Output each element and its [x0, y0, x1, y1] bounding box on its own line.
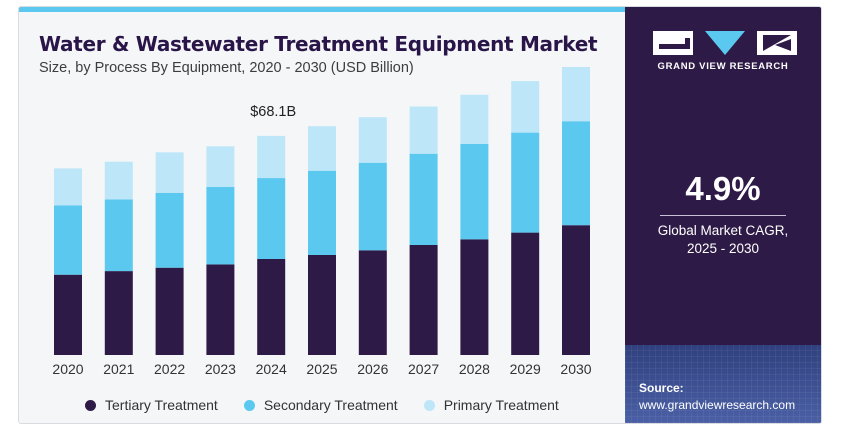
stacked-bar-chart: 2020 2021 2022 2023 2024 $68.1B 2025 2026 2027 20…: [52, 67, 592, 377]
source-label: Source:: [639, 381, 684, 395]
legend-label: Tertiary Treatment: [105, 397, 218, 413]
bar-tertiary-2020: [54, 274, 82, 355]
bar-primary-2020: [54, 168, 82, 206]
bar-secondary-2024: [257, 178, 286, 259]
bar-tertiary-2023: [206, 264, 235, 355]
cagr-label-line1: Global Market CAGR,: [657, 223, 789, 238]
bar-secondary-2026: [358, 162, 387, 251]
legend-label: Primary Treatment: [443, 397, 559, 413]
bar-secondary-2022: [155, 192, 184, 268]
bar-tertiary-2022: [155, 267, 184, 355]
legend-item-secondary: Secondary Treatment: [243, 397, 398, 413]
infographic-card: Water & Wastewater Treatment Equipment M…: [18, 6, 822, 424]
source-box: Source: www.grandviewresearch.com: [625, 345, 821, 423]
bar-tertiary-2029: [511, 232, 540, 355]
x-tick-label: 2021: [103, 361, 134, 377]
divider: [660, 215, 786, 216]
x-tick-label: 2022: [154, 361, 185, 377]
bar-secondary-2028: [460, 144, 489, 240]
x-tick-label: 2023: [205, 361, 236, 377]
bar-secondary-2027: [409, 153, 438, 245]
brand-name: GRAND VIEW RESEARCH: [657, 61, 789, 72]
bar-secondary-2021: [104, 199, 133, 272]
bar-primary-2028: [460, 94, 489, 144]
x-tick-label: 2025: [306, 361, 337, 377]
chart-legend: Tertiary Treatment Secondary Treatment Pri…: [85, 396, 585, 414]
bar-tertiary-2024: [257, 259, 286, 355]
x-tick-label: 2020: [52, 361, 83, 377]
x-tick-label: 2030: [560, 361, 591, 377]
bar-tertiary-2026: [358, 250, 387, 355]
bar-primary-2030: [562, 67, 590, 122]
legend-item-primary: Primary Treatment: [423, 397, 559, 413]
bar-primary-2024: [257, 135, 286, 178]
legend-item-tertiary: Tertiary Treatment: [85, 397, 218, 413]
legend-label: Secondary Treatment: [263, 397, 398, 413]
bar-tertiary-2025: [308, 255, 336, 355]
bar-primary-2027: [409, 106, 438, 154]
bar-secondary-2025: [308, 170, 336, 255]
x-tick-label: 2027: [408, 361, 439, 377]
legend-swatch: [85, 399, 96, 411]
source-link[interactable]: www.grandviewresearch.com: [639, 398, 796, 412]
bar-tertiary-2027: [409, 245, 438, 355]
bar-primary-2026: [358, 117, 387, 163]
cagr-label-line2: 2025 - 2030: [686, 241, 760, 256]
bar-primary-2029: [511, 81, 540, 133]
chart-subtitle: Size, by Process By Equipment, 2020 - 20…: [39, 60, 414, 76]
cagr-value: 4.9%: [685, 170, 761, 207]
bar-secondary-2030: [562, 121, 590, 226]
bar-secondary-2029: [511, 132, 540, 233]
x-tick-label: 2026: [357, 361, 388, 377]
x-tick-label: 2029: [510, 361, 541, 377]
grand-view-research-logo: [653, 31, 797, 55]
bar-tertiary-2030: [562, 225, 590, 355]
bar-tertiary-2021: [104, 271, 133, 355]
chart-panel: Water & Wastewater Treatment Equipment M…: [19, 12, 625, 423]
bar-tertiary-2028: [460, 239, 489, 355]
bar-primary-2025: [308, 126, 336, 171]
callout-label: $68.1B: [250, 104, 296, 120]
cagr-label: Global Market CAGR, 2025 - 2030: [625, 222, 821, 258]
bar-primary-2023: [206, 146, 235, 187]
x-tick-label: 2024: [256, 361, 287, 377]
chart-title: Water & Wastewater Treatment Equipment M…: [39, 32, 598, 56]
bar-secondary-2023: [206, 186, 235, 265]
bar-primary-2022: [155, 152, 184, 193]
side-panel: GRAND VIEW RESEARCH 4.9% Global Market C…: [625, 7, 821, 423]
bar-secondary-2020: [54, 205, 82, 275]
bar-primary-2021: [104, 161, 133, 200]
accent-bar: [19, 7, 625, 12]
legend-swatch: [243, 399, 255, 411]
x-tick-label: 2028: [459, 361, 490, 377]
legend-swatch: [423, 399, 435, 411]
